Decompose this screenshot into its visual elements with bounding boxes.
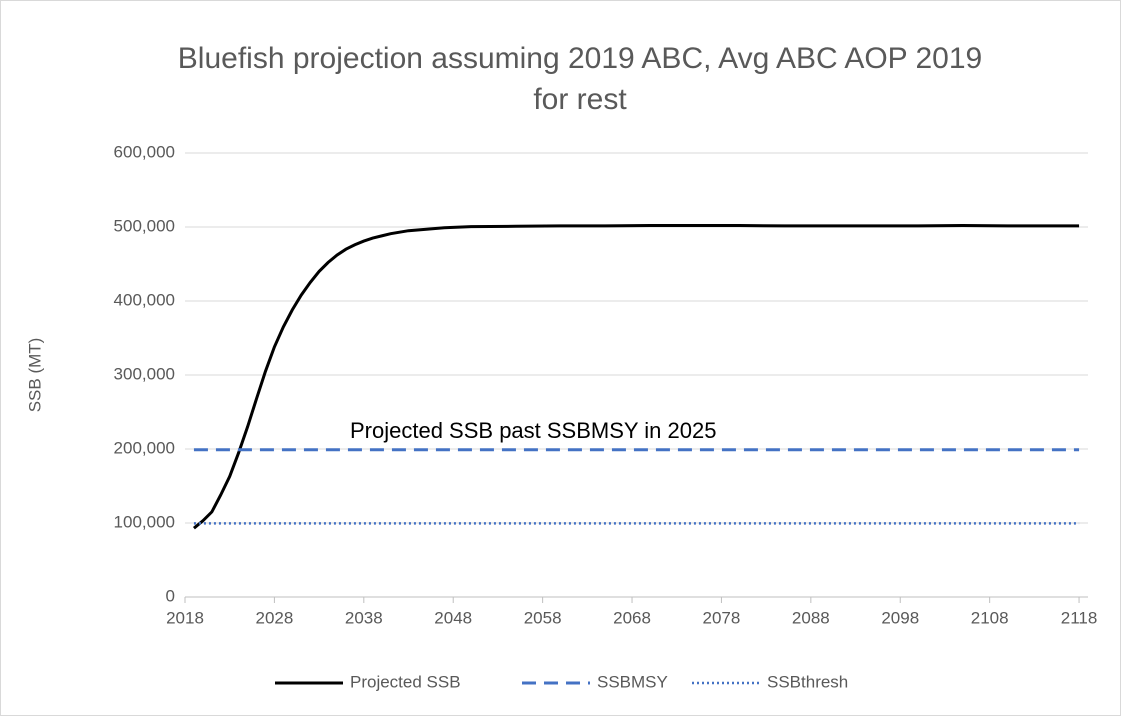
legend-label: SSBthresh	[767, 672, 848, 691]
chart-title: for rest	[533, 83, 627, 116]
x-tick-label: 2038	[345, 608, 383, 627]
x-tick-label: 2058	[524, 608, 562, 627]
y-tick-label: 200,000	[114, 438, 175, 457]
legend-label: SSBMSY	[597, 672, 668, 691]
y-tick-label: 100,000	[114, 512, 175, 531]
y-tick-label: 300,000	[114, 364, 175, 383]
y-tick-label: 400,000	[114, 290, 175, 309]
x-tick-label: 2108	[971, 608, 1009, 627]
chart-title: Bluefish projection assuming 2019 ABC, A…	[178, 42, 982, 75]
x-tick-label: 2098	[881, 608, 919, 627]
x-tick-label: 2068	[613, 608, 651, 627]
legend-label: Projected SSB	[350, 672, 461, 691]
x-tick-label: 2088	[792, 608, 830, 627]
y-tick-label: 600,000	[114, 142, 175, 161]
y-tick-label: 500,000	[114, 216, 175, 235]
x-tick-label: 2078	[703, 608, 741, 627]
y-axis-label: SSB (MT)	[25, 338, 44, 413]
y-tick-label: 0	[166, 586, 175, 605]
x-tick-label: 2118	[1061, 608, 1098, 627]
x-tick-label: 2048	[434, 608, 472, 627]
x-tick-label: 2018	[166, 608, 204, 627]
x-tick-label: 2028	[255, 608, 293, 627]
series-line	[192, 224, 1080, 530]
annotation: Projected SSB past SSBMSY in 2025	[350, 418, 716, 443]
